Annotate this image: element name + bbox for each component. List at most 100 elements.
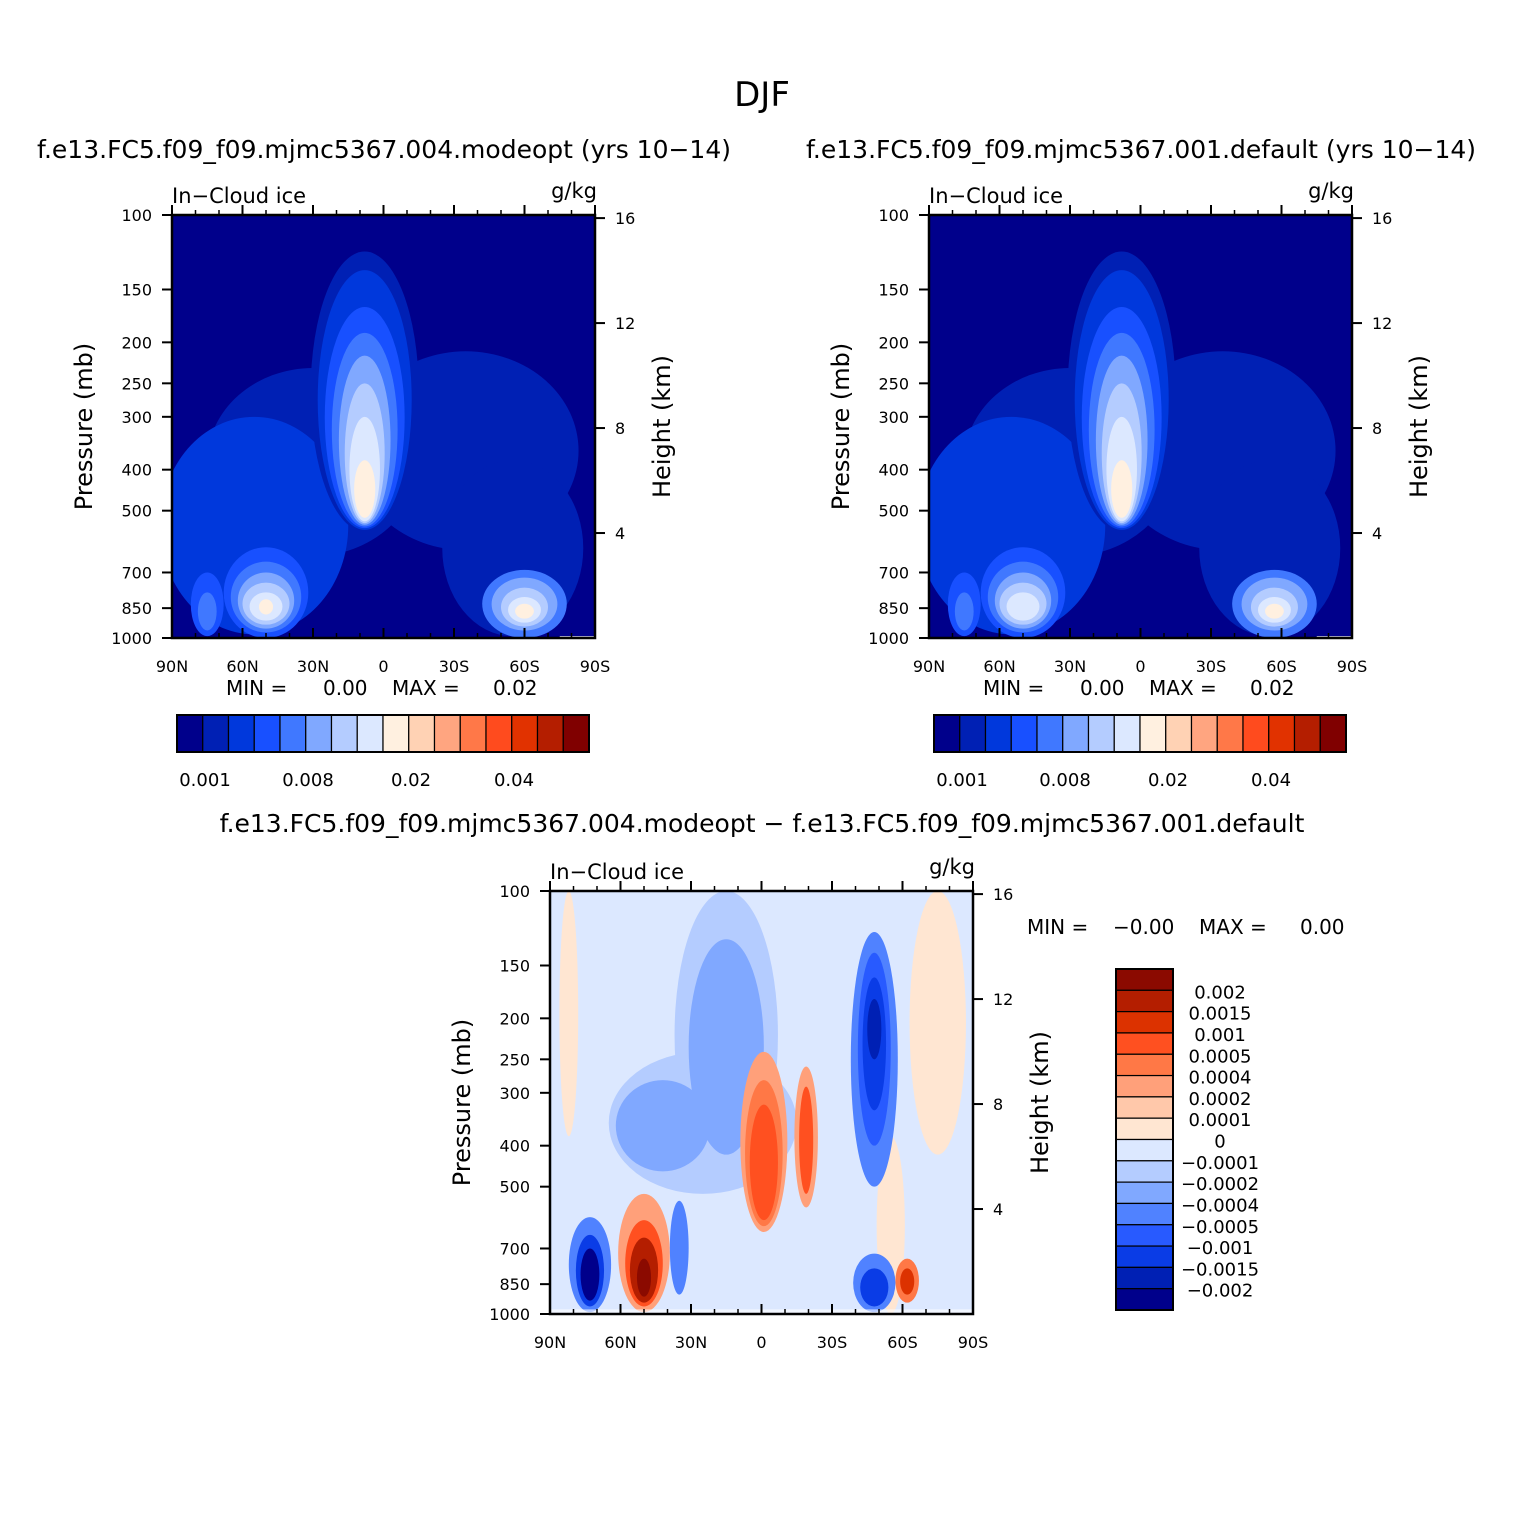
colorbar-box	[1190, 714, 1218, 753]
colorbar-label: 0.002	[1194, 982, 1246, 1003]
y-tick-label: 100	[499, 882, 530, 901]
colorbar-box	[1268, 714, 1296, 753]
colorbar-box	[959, 714, 987, 753]
panel-control-contours	[929, 251, 1352, 638]
panel-model-variable: In−Cloud ice	[172, 184, 306, 208]
colorbar-box	[1036, 714, 1064, 753]
x-tick-label: 90S	[580, 657, 611, 676]
y-tick-label: 850	[121, 599, 152, 618]
x-tick-label: 90N	[156, 657, 188, 676]
colorbar-label: 0.0001	[1189, 1110, 1252, 1131]
colorbar-box	[408, 714, 436, 753]
colorbar-box	[330, 714, 358, 753]
height-axis-label: Height (km)	[1026, 1031, 1054, 1174]
y-tick-label: 850	[499, 1275, 530, 1294]
height-axis-label: Height (km)	[648, 355, 676, 498]
x-tick-label: 30N	[297, 657, 329, 676]
colorbar-label: 0.0002	[1189, 1089, 1252, 1110]
panel-model-min-label: MIN =	[226, 676, 287, 700]
x-tick-label: 90N	[534, 1333, 566, 1352]
height-tick-label: 8	[993, 1095, 1003, 1114]
colorbar-label: −0.0005	[1181, 1217, 1259, 1238]
colorbar-box	[433, 714, 461, 753]
colorbar-label: 0.0004	[1189, 1068, 1252, 1089]
colorbar-box	[1216, 714, 1244, 753]
colorbar-box	[1115, 1224, 1174, 1247]
x-tick-label: 60N	[983, 657, 1015, 676]
y-tick-label: 1000	[868, 629, 909, 648]
contour-polar-1	[954, 592, 974, 631]
y-tick-label: 250	[878, 374, 909, 393]
colorbar-label: 0.001	[936, 770, 988, 791]
colorbar-label: −0.0002	[1181, 1174, 1259, 1195]
x-tick-label: 30S	[1196, 657, 1227, 676]
colorbar-box	[382, 714, 410, 753]
panel-model-units: g/kg	[551, 179, 597, 203]
colorbar-label: 0.008	[282, 770, 334, 791]
colorbar-box	[485, 714, 513, 753]
colorbar-box	[1293, 714, 1321, 753]
y-tick-label: 200	[499, 1009, 530, 1028]
diff-strip-s	[909, 891, 966, 1155]
colorbar-box	[562, 714, 590, 753]
panel-difference-max-value: 0.00	[1300, 915, 1345, 939]
panel-difference-min-label: MIN =	[1027, 915, 1088, 939]
panel-control-min-value: 0.00	[1080, 676, 1125, 700]
colorbar-frame	[933, 714, 1347, 753]
colorbar-box	[1115, 1266, 1174, 1290]
panel-control-variable: In−Cloud ice	[929, 184, 1063, 208]
panel-control-colorbar: 0.001 0.008 0.02 0.04	[933, 714, 1347, 791]
colorbar-label: −0.0015	[1181, 1259, 1259, 1280]
y-tick-label: 700	[499, 1239, 530, 1258]
colorbar-box	[305, 714, 333, 753]
colorbar-box	[536, 714, 564, 753]
x-tick-label: 30N	[675, 1333, 707, 1352]
panel-control-title: f.e13.FC5.f09_f09.mjmc5367.001.default (…	[806, 135, 1476, 164]
y-tick-label: 300	[121, 408, 152, 427]
colorbar-box	[984, 714, 1012, 753]
panel-difference-min-value: −0.00	[1113, 915, 1174, 939]
y-tick-label: 200	[878, 333, 909, 352]
diff-neg-core-3	[867, 998, 882, 1060]
y-axis-label: Pressure (mb)	[70, 343, 98, 510]
colorbar-box	[1113, 714, 1141, 753]
contour-tropics-7	[1111, 460, 1133, 518]
colorbar-box	[1115, 1138, 1174, 1162]
colorbar-box	[1139, 714, 1167, 753]
panel-control: f.e13.FC5.f09_f09.mjmc5367.001.default (…	[806, 135, 1476, 791]
panel-model-axes: 90N 60N 30N 0 30S 60S 90S 100 150 200 250 300 400 500…	[70, 205, 676, 676]
diff-neg-30n	[669, 1200, 689, 1295]
colorbar-label: −0.0004	[1181, 1195, 1259, 1216]
y-tick-label: 150	[499, 956, 530, 975]
x-tick-label: 60S	[509, 657, 540, 676]
diff-neg-sh-low-1	[860, 1268, 889, 1307]
contour-nh-low-5	[258, 599, 274, 615]
colorbar-box	[176, 714, 204, 753]
panel-difference-colorbar: 0.0020.00150.0010.00050.00040.00020.0001…	[1115, 968, 1259, 1311]
diff-pos-trop-2	[749, 1104, 778, 1221]
colorbar-box	[1062, 714, 1090, 753]
panel-model-contours	[172, 251, 595, 638]
colorbar-box	[1115, 968, 1174, 991]
panel-model-colorbar: 0.001 0.008 0.02 0.04	[176, 714, 590, 791]
height-tick-label: 16	[615, 209, 635, 228]
x-tick-label: 30N	[1054, 657, 1086, 676]
diff-pos-trop2-1	[799, 1086, 814, 1194]
diff-strip-n	[559, 891, 579, 1137]
colorbar-frame	[176, 714, 590, 753]
panel-difference: f.e13.FC5.f09_f09.mjmc5367.004.modeopt −…	[220, 809, 1345, 1352]
panel-control-axes: 90N 60N 30N 0 30S 60S 90S 100 150 200 250 300 400 500…	[827, 205, 1433, 676]
x-tick-label: 60N	[226, 657, 258, 676]
x-tick-label: 0	[378, 657, 388, 676]
contour-sh-low-4	[1265, 603, 1284, 619]
y-tick-label: 100	[121, 206, 152, 225]
colorbar-box	[1115, 1245, 1174, 1268]
y-tick-label: 400	[878, 461, 909, 480]
panel-model-min-value: 0.00	[323, 676, 368, 700]
y-tick-label: 100	[878, 206, 909, 225]
y-tick-label: 250	[499, 1050, 530, 1069]
height-tick-label: 4	[615, 524, 625, 543]
contour-tropics-7	[354, 460, 376, 518]
diff-pos-sh-low-1	[900, 1268, 915, 1295]
colorbar-box	[1115, 1117, 1174, 1141]
